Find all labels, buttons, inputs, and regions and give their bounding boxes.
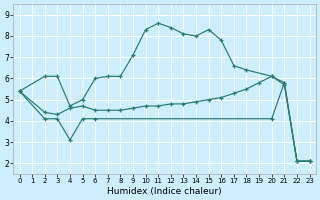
X-axis label: Humidex (Indice chaleur): Humidex (Indice chaleur) (107, 187, 222, 196)
